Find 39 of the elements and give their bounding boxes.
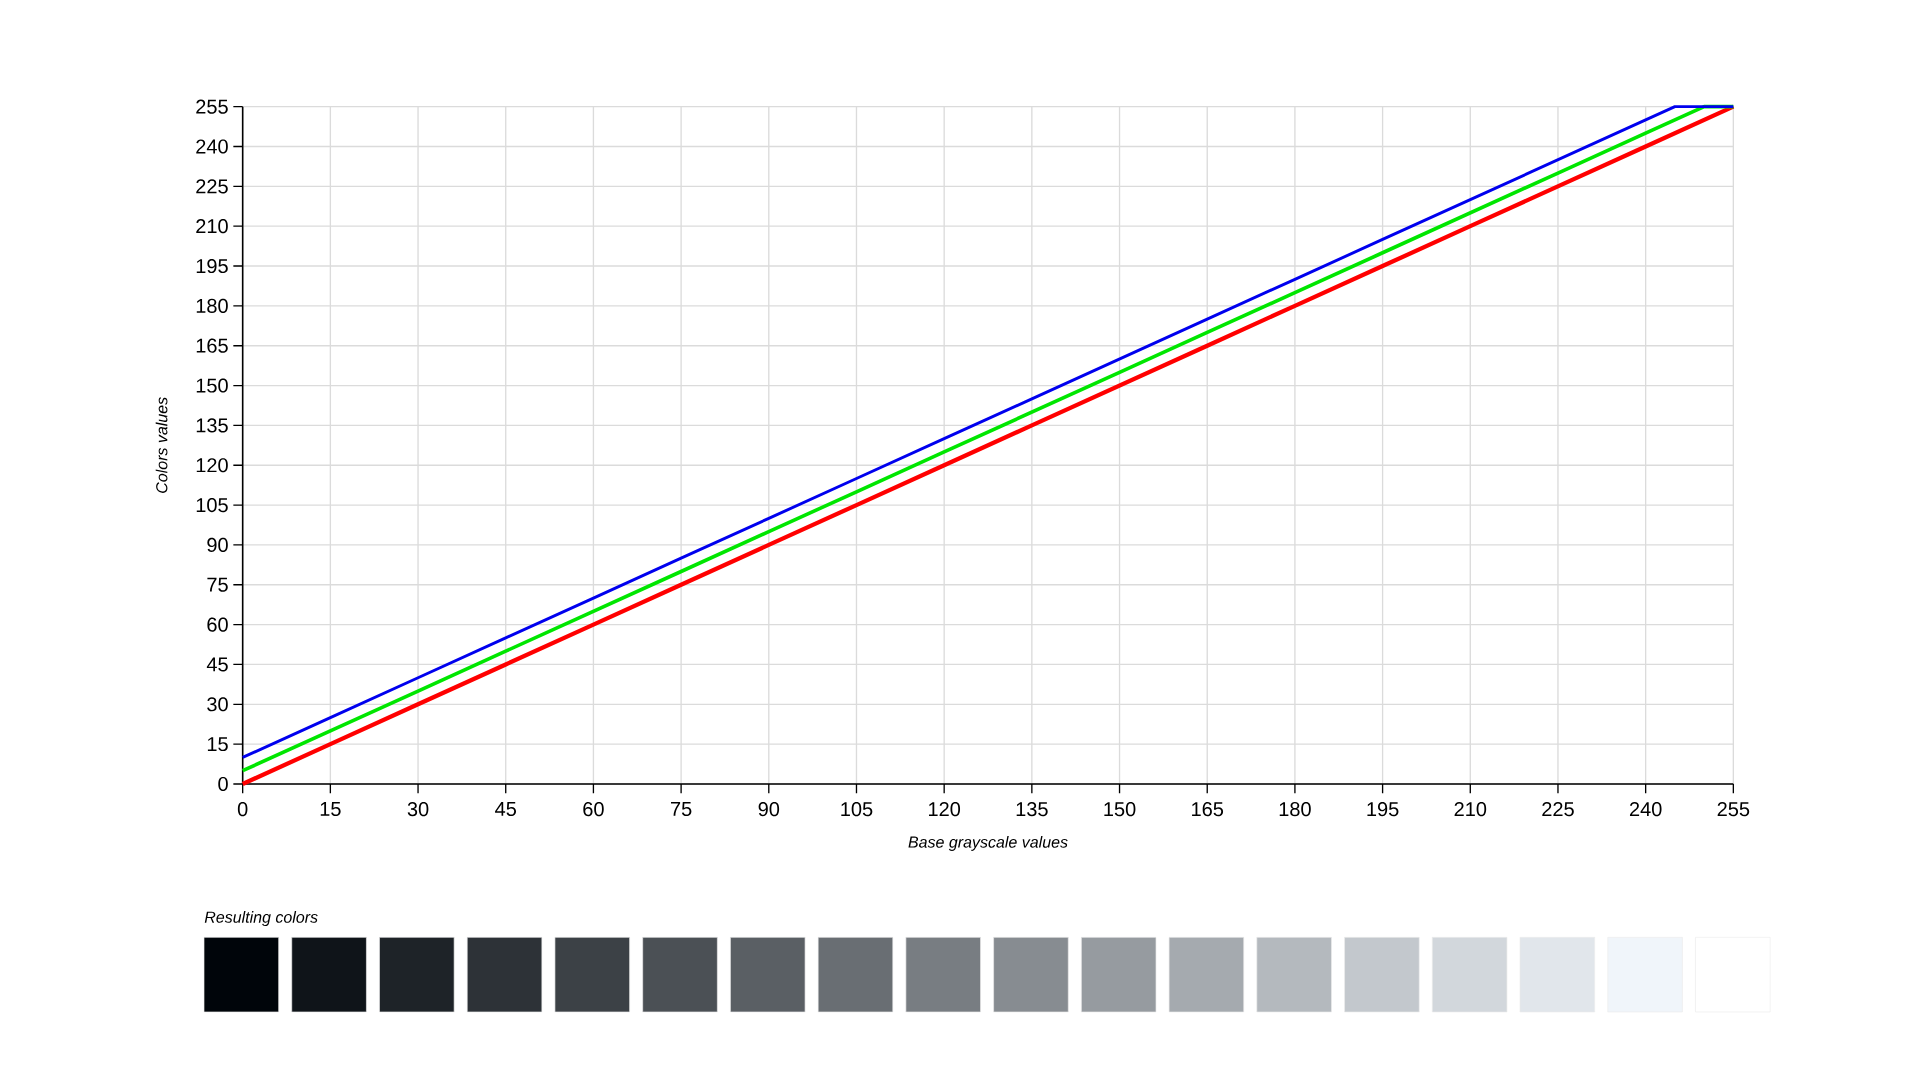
x-tick-label: 165 bbox=[1192, 802, 1224, 817]
x-tick-label: 255 bbox=[1717, 802, 1750, 817]
y-tick-label: 105 bbox=[196, 498, 228, 513]
y-tick-label: 195 bbox=[196, 258, 228, 274]
x-tick-label: 240 bbox=[1629, 802, 1662, 817]
x-tick-label: 0 bbox=[237, 802, 248, 817]
y-tick-label: 255 bbox=[196, 99, 228, 114]
y-tick-label: 150 bbox=[196, 378, 228, 393]
x-tick-label: 210 bbox=[1454, 802, 1487, 817]
y-tick-label: 165 bbox=[196, 338, 228, 353]
x-tick-label: 180 bbox=[1279, 802, 1311, 817]
x-tick-label: 30 bbox=[407, 802, 429, 817]
y-tick-label: 135 bbox=[196, 418, 228, 433]
x-tick-label: 225 bbox=[1542, 802, 1574, 817]
y-tick-label: 120 bbox=[196, 458, 228, 473]
y-tick-label: 240 bbox=[196, 139, 228, 154]
y-tick-label: 75 bbox=[207, 577, 228, 592]
x-tick-label: 105 bbox=[841, 802, 873, 817]
x-axis-title: Base grayscale values bbox=[908, 836, 1068, 851]
x-tick-label: 60 bbox=[583, 802, 604, 817]
y-tick-label: 180 bbox=[196, 298, 228, 313]
x-tick-label: 15 bbox=[320, 802, 341, 816]
y-tick-label: 225 bbox=[196, 179, 228, 194]
x-tick-label: 75 bbox=[671, 802, 692, 816]
x-tick-label: 195 bbox=[1367, 802, 1399, 817]
x-tick-label: 135 bbox=[1016, 802, 1048, 817]
text: Resulting colors bbox=[204, 911, 318, 926]
y-tick-label: 90 bbox=[207, 537, 228, 552]
y-tick-label: 60 bbox=[207, 617, 228, 632]
x-tick-label: 150 bbox=[1104, 802, 1136, 817]
x-tick-label: 45 bbox=[495, 802, 517, 816]
y-axis-title: Colors values bbox=[155, 397, 168, 493]
y-tick-label: 0 bbox=[218, 776, 228, 792]
x-tick-label: 90 bbox=[758, 802, 780, 817]
y-tick-label: 15 bbox=[207, 737, 228, 752]
y-tick-label: 210 bbox=[196, 219, 228, 234]
y-tick-label: 30 bbox=[207, 697, 228, 712]
y-tick-label: 45 bbox=[206, 657, 228, 672]
x-tick-label: 120 bbox=[929, 802, 961, 817]
